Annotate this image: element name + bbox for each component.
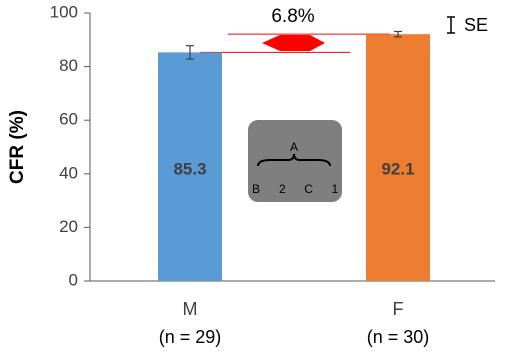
inset-label: C	[304, 182, 313, 196]
inset-label: A	[290, 140, 298, 154]
inset-label: 1	[332, 182, 339, 196]
inset-label: 2	[279, 182, 286, 196]
x-tick-label: M	[183, 299, 198, 319]
x-sublabel: (n = 29)	[159, 327, 222, 347]
legend: SE	[447, 15, 488, 35]
bar	[158, 52, 222, 282]
y-tick-label: 0	[69, 270, 78, 289]
brace	[257, 153, 331, 167]
bar	[366, 34, 430, 282]
annotation: 6.8%	[271, 6, 314, 27]
difference-arrow	[262, 35, 325, 51]
y-tick-label: 20	[59, 217, 78, 236]
y-tick-label: 80	[59, 56, 78, 75]
y-tick-label: 100	[50, 2, 78, 21]
inset-label: B	[252, 182, 260, 196]
data-label: 92.1	[381, 159, 414, 178]
inset-box	[248, 120, 342, 202]
x-sublabel: (n = 30)	[367, 327, 430, 347]
y-tick-label: 60	[59, 110, 78, 129]
data-label: 85.3	[173, 159, 206, 178]
x-tick-label: F	[393, 299, 404, 319]
y-tick-label: 40	[59, 163, 78, 182]
y-axis-label: CFR (%)	[7, 110, 28, 184]
legend-label: SE	[464, 15, 488, 35]
inset: A B 2 C 1	[248, 120, 342, 202]
